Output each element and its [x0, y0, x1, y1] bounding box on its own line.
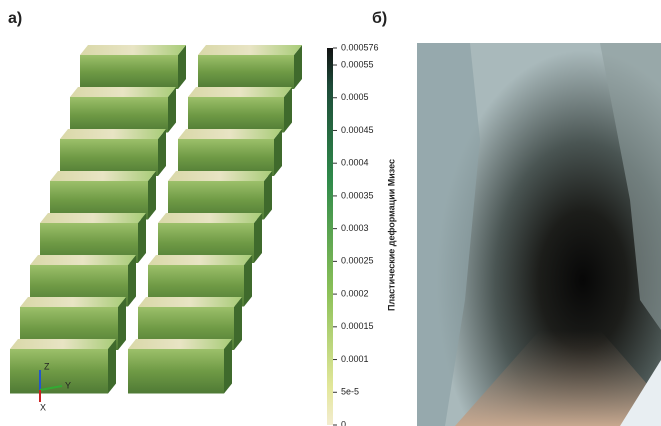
pillar-top	[148, 255, 252, 265]
colorbar-tick-label: 0.00035	[341, 190, 374, 200]
colorbar	[327, 48, 333, 425]
colorbar-tick-label: 0.0003	[341, 223, 369, 233]
axis-label: Y	[65, 380, 71, 390]
pillar-top	[198, 45, 302, 55]
pillar-top	[60, 129, 166, 139]
colorbar-title: Пластические деформации Мизес	[386, 159, 396, 311]
axis-label: X	[40, 402, 46, 412]
pillar-top	[40, 213, 146, 223]
pillar-top	[128, 339, 232, 349]
pillar-front	[70, 97, 168, 133]
pillar-top	[188, 87, 292, 97]
pillar-top	[168, 171, 272, 181]
pillar-front	[128, 349, 224, 394]
pillar-front	[188, 97, 284, 133]
colorbar-tick-label: 0	[341, 419, 346, 426]
panel-label: б)	[372, 10, 387, 27]
pillar-top	[138, 297, 242, 307]
pillar-top	[178, 129, 282, 139]
photo	[417, 43, 661, 426]
colorbar-tick-label: 0.00055	[341, 59, 374, 69]
pillar-top	[10, 339, 116, 349]
pillar-top	[50, 171, 156, 181]
colorbar-tick-label: 0.00045	[341, 125, 374, 135]
colorbar-tick-label: 0.0001	[341, 354, 369, 364]
colorbar-ticks: 0.000576 0.00055 0.0005 0.00045 0.0004 0.0003…	[333, 42, 379, 426]
figure: а) б) Z Y X 0.0005760.000550.00050.00045…	[0, 0, 661, 426]
pillars	[10, 45, 302, 394]
panel-label: а)	[8, 10, 22, 27]
pillar-front	[178, 139, 274, 176]
colorbar-tick-label: 5e-5	[341, 387, 359, 397]
pillar-front	[80, 55, 178, 89]
pillar-front	[60, 139, 158, 176]
colorbar-tick-label: 0.000576	[341, 42, 379, 52]
colorbar-tick-label: 0.0005	[341, 92, 369, 102]
pillar-top	[20, 297, 126, 307]
colorbar-tick-label: 0.0004	[341, 158, 369, 168]
pillar-front	[198, 55, 294, 89]
pillar-top	[158, 213, 262, 223]
pillar-top	[70, 87, 176, 97]
axis-label: Z	[44, 361, 50, 371]
colorbar-tick-label: 0.00025	[341, 256, 374, 266]
colorbar-tick-label: 0.00015	[341, 321, 374, 331]
pillar-top	[80, 45, 186, 55]
pillar-top	[30, 255, 136, 265]
colorbar-tick-label: 0.0002	[341, 288, 369, 298]
